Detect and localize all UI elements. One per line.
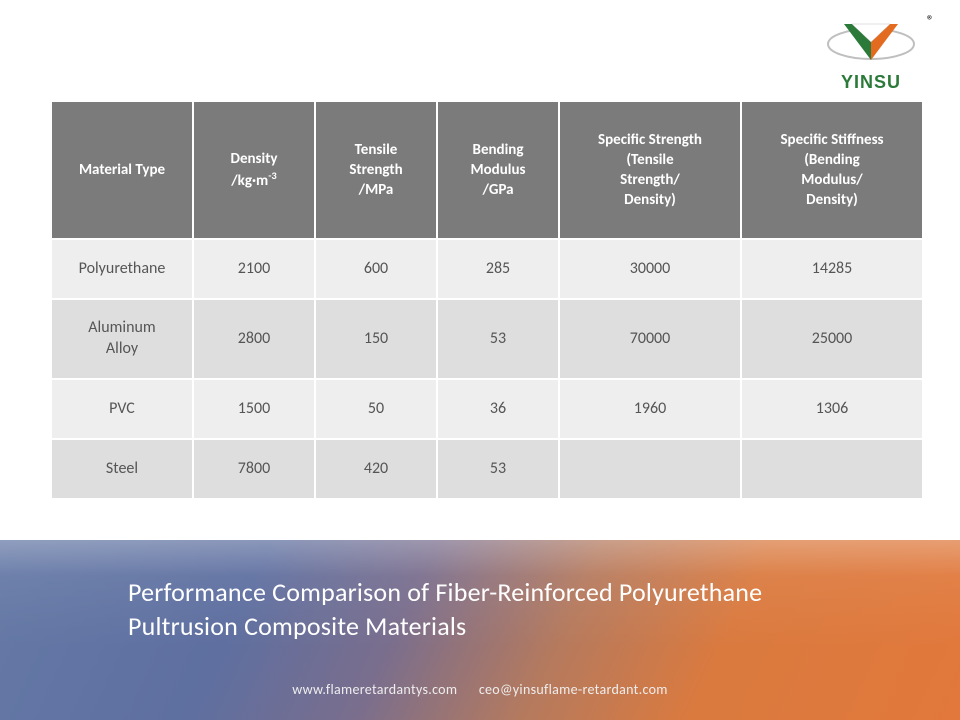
cell-density: 2800 xyxy=(194,300,314,378)
logo-mark: ® xyxy=(826,14,916,70)
cell-material: PVC xyxy=(52,380,192,438)
comparison-table: Material TypeDensity/kg·m-3TensileStreng… xyxy=(50,100,920,500)
contact-website: www.flameretardantys.com xyxy=(292,681,457,698)
cell-tensile: 50 xyxy=(316,380,436,438)
cell-spec_stf xyxy=(742,440,922,498)
cell-spec_str: 70000 xyxy=(560,300,740,378)
table: Material TypeDensity/kg·m-3TensileStreng… xyxy=(50,100,924,500)
cell-density: 2100 xyxy=(194,240,314,298)
cell-spec_str: 30000 xyxy=(560,240,740,298)
page-root: ® YINSU Material TypeDensity/kg·m-3Tensi… xyxy=(0,0,960,720)
page-title: Performance Comparison of Fiber-Reinforc… xyxy=(128,576,848,644)
col-spec_stf: Specific Stiffness(BendingModulus/Densit… xyxy=(742,102,922,238)
col-material: Material Type xyxy=(52,102,192,238)
col-tensile: TensileStrength/MPa xyxy=(316,102,436,238)
cell-spec_stf: 25000 xyxy=(742,300,922,378)
col-density: Density/kg·m-3 xyxy=(194,102,314,238)
cell-bending: 36 xyxy=(438,380,558,438)
table-body: Polyurethane21006002853000014285Aluminum… xyxy=(52,240,922,498)
cell-spec_stf: 1306 xyxy=(742,380,922,438)
cell-tensile: 600 xyxy=(316,240,436,298)
cell-tensile: 420 xyxy=(316,440,436,498)
contact-line: www.flameretardantys.com ceo@yinsuflame-… xyxy=(0,681,960,698)
cell-material: AluminumAlloy xyxy=(52,300,192,378)
cell-material: Polyurethane xyxy=(52,240,192,298)
cell-density: 7800 xyxy=(194,440,314,498)
cell-bending: 285 xyxy=(438,240,558,298)
cell-bending: 53 xyxy=(438,440,558,498)
table-row: Steel780042053 xyxy=(52,440,922,498)
cell-bending: 53 xyxy=(438,300,558,378)
logo-svg xyxy=(826,14,916,70)
cell-density: 1500 xyxy=(194,380,314,438)
table-row: PVC1500503619601306 xyxy=(52,380,922,438)
logo-text: YINSU xyxy=(841,72,901,93)
table-row: Polyurethane21006002853000014285 xyxy=(52,240,922,298)
registered-mark-icon: ® xyxy=(927,12,934,29)
cell-spec_str xyxy=(560,440,740,498)
cell-tensile: 150 xyxy=(316,300,436,378)
cell-material: Steel xyxy=(52,440,192,498)
cell-spec_stf: 14285 xyxy=(742,240,922,298)
contact-email: ceo@yinsuflame-retardant.com xyxy=(479,681,668,698)
table-row: AluminumAlloy2800150537000025000 xyxy=(52,300,922,378)
table-header-row: Material TypeDensity/kg·m-3TensileStreng… xyxy=(52,102,922,238)
brand-logo: ® YINSU xyxy=(826,14,916,93)
cell-spec_str: 1960 xyxy=(560,380,740,438)
col-bending: BendingModulus/GPa xyxy=(438,102,558,238)
col-spec_str: Specific Strength(TensileStrength/Densit… xyxy=(560,102,740,238)
title-band: Performance Comparison of Fiber-Reinforc… xyxy=(0,540,960,720)
table-head: Material TypeDensity/kg·m-3TensileStreng… xyxy=(52,102,922,238)
